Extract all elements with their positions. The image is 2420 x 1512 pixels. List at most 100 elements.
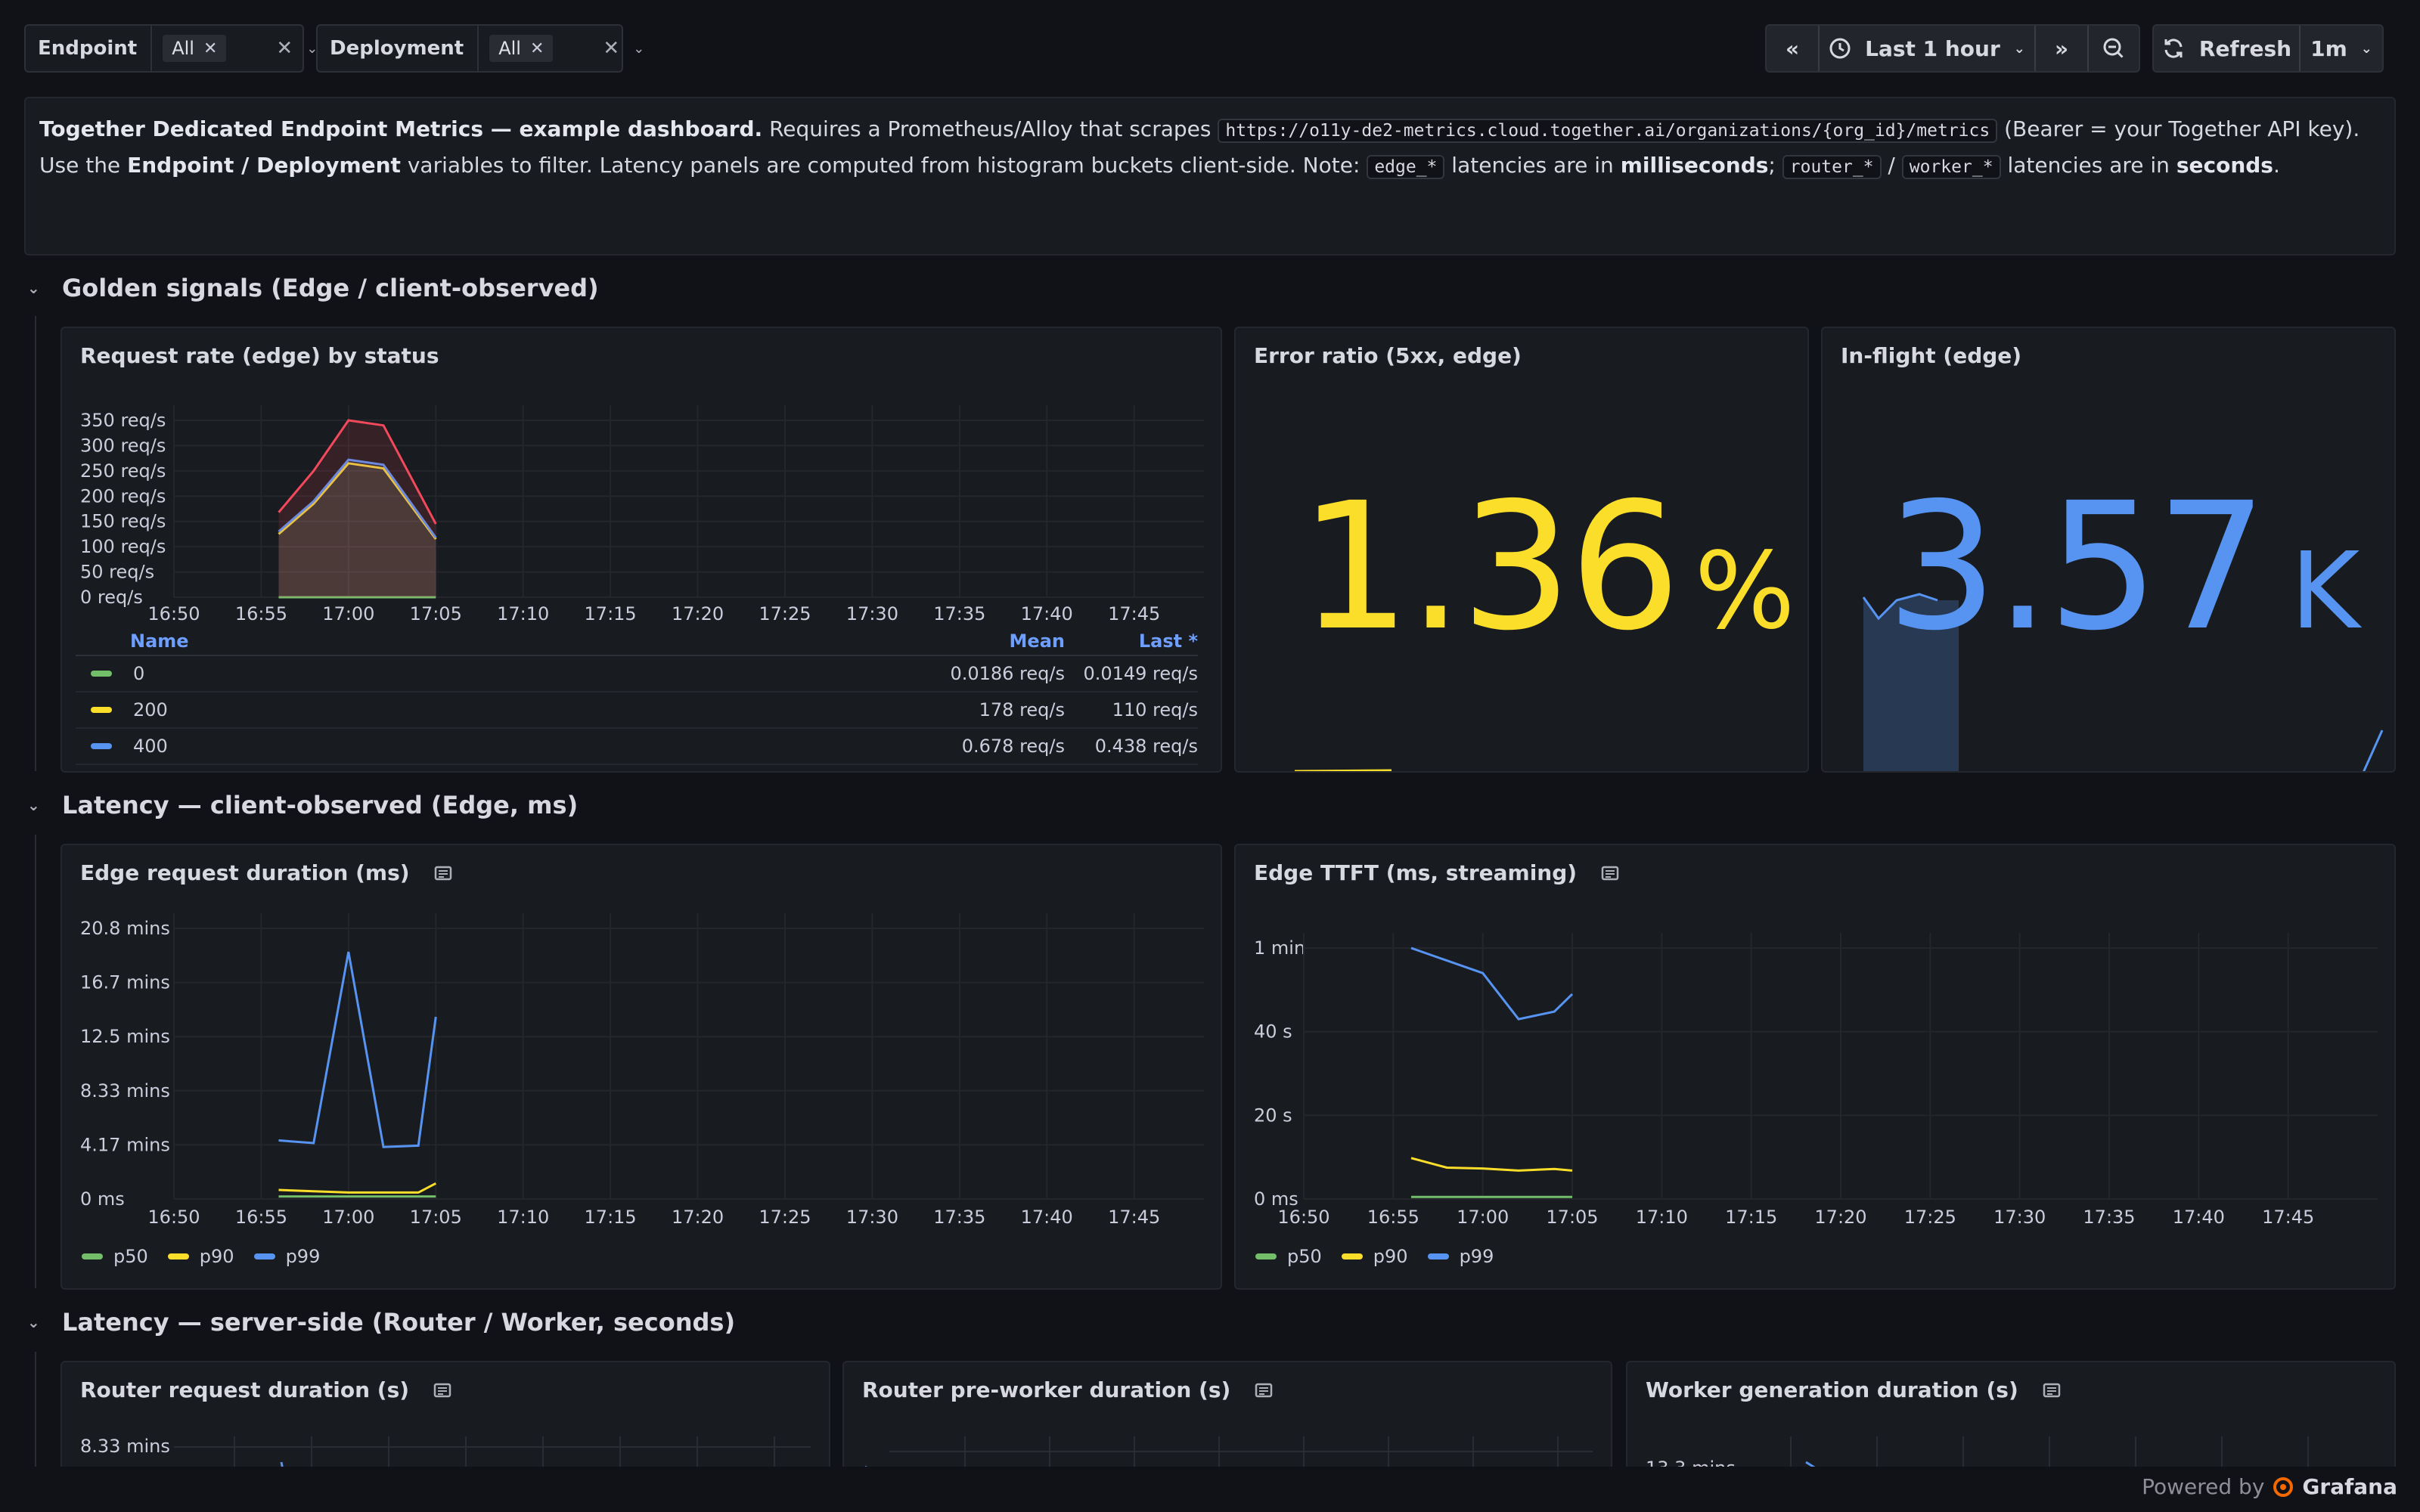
panel-description-icon[interactable] — [1599, 863, 1621, 884]
endpoint-value-label: All — [172, 38, 194, 59]
router-request-duration-panel[interactable]: Router request duration (s) 8.33 mins — [60, 1361, 830, 1468]
panel-title-text: Worker generation duration (s) — [1646, 1377, 2018, 1402]
error-ratio-panel[interactable]: Error ratio (5xx, edge) 1.36 % — [1234, 327, 1809, 773]
series-swatch — [253, 1253, 275, 1259]
legend-row[interactable]: 0 0.0186 req/s 0.0149 req/s — [76, 656, 1198, 692]
endpoint-value-chip[interactable]: All ✕ — [163, 35, 227, 62]
legend-row[interactable]: 200 178 req/s 110 req/s — [76, 692, 1198, 729]
y-tick-label: 50 req/s — [80, 562, 154, 583]
y-tick-label: 8.33 mins — [80, 1436, 170, 1457]
request-rate-legend: Name Mean Last * 0 0.0186 req/s 0.0149 r… — [76, 627, 1198, 765]
series-swatch — [91, 743, 112, 749]
x-tick-label: 16:55 — [235, 603, 287, 624]
deployment-variable-label: Deployment — [318, 26, 479, 71]
panel-description-icon[interactable] — [433, 863, 454, 884]
time-range-picker[interactable]: Last 1 hour ⌄ — [1820, 26, 2036, 71]
x-tick-label: 16:50 — [147, 1207, 200, 1228]
legend-row[interactable]: 400 0.678 req/s 0.438 req/s — [76, 729, 1198, 765]
worker-generation-duration-panel[interactable]: Worker generation duration (s) 13.3 mins — [1626, 1361, 2396, 1468]
bottom-fade — [0, 1467, 2420, 1512]
description-text: . — [2273, 153, 2280, 178]
endpoint-variable-select[interactable]: All ✕ ✕ ⌄ — [152, 26, 325, 71]
series-swatch — [1255, 1253, 1277, 1259]
x-tick-label: 17:20 — [1814, 1207, 1866, 1228]
row-latency-client[interactable]: ⌄ Latency — client-observed (Edge, ms) — [27, 791, 578, 820]
panel-title-text: Edge request duration (ms) — [80, 860, 410, 885]
legend-label: p90 — [199, 1246, 234, 1267]
deployment-variable-select[interactable]: All ✕ ✕ ⌄ — [479, 26, 652, 71]
legend-item-p99[interactable]: p99 — [1427, 1246, 1494, 1267]
chevron-down-icon[interactable]: ⌄ — [633, 40, 645, 57]
series-area-400 — [278, 460, 436, 597]
row-title: Golden signals (Edge / client-observed) — [62, 274, 599, 302]
series-swatch — [167, 1253, 189, 1259]
deployment-value-chip[interactable]: All ✕ — [489, 35, 554, 62]
x-tick-label: 16:50 — [1277, 1207, 1329, 1228]
chevron-down-icon: ⌄ — [2013, 40, 2025, 57]
grid-lines — [1790, 1436, 2309, 1468]
refresh-icon — [2164, 39, 2183, 58]
row-title: Latency — client-observed (Edge, ms) — [62, 791, 579, 820]
legend-item-p90[interactable]: p90 — [1341, 1246, 1408, 1267]
row-title: Latency — server-side (Router / Worker, … — [62, 1308, 736, 1337]
series-line — [280, 1461, 284, 1468]
series-line — [1805, 1461, 1818, 1468]
series-line-p90 — [278, 1182, 436, 1194]
series-swatch — [1427, 1253, 1449, 1259]
edge-request-duration-chart: 0 ms 4.17 mins 8.33 mins 12.5 mins 16.7 mins… — [80, 913, 1204, 1228]
dashboard-description-panel: Together Dedicated Endpoint Metrics — ex… — [24, 97, 2396, 256]
x-tick-label: 17:30 — [846, 1207, 898, 1228]
clear-icon[interactable]: ✕ — [276, 37, 293, 60]
endpoint-variable-label: Endpoint — [26, 26, 153, 71]
zoom-out-icon — [2103, 38, 2124, 58]
remove-chip-icon[interactable]: ✕ — [203, 39, 218, 58]
y-tick-label: 20 s — [1254, 1105, 1292, 1126]
refresh-button[interactable]: Refresh — [2154, 26, 2301, 71]
y-tick-label: 16.7 mins — [80, 972, 170, 993]
panel-description-icon[interactable] — [2041, 1380, 2062, 1401]
clear-icon[interactable]: ✕ — [603, 37, 620, 60]
grid-lines — [889, 1436, 1593, 1468]
legend-header: Name Mean Last * — [76, 627, 1198, 656]
request-rate-panel[interactable]: Request rate (edge) by status 0 req/s 50 … — [60, 327, 1222, 773]
legend-header-last[interactable]: Last * — [1138, 631, 1198, 652]
row-divider — [35, 835, 36, 1288]
legend-item-p50[interactable]: p50 — [1255, 1246, 1322, 1267]
router-code: router_* — [1782, 155, 1882, 179]
panel-description-icon[interactable] — [1253, 1380, 1274, 1401]
description-title: Together Dedicated Endpoint Metrics — ex… — [39, 116, 763, 141]
legend-label: p90 — [1373, 1246, 1408, 1267]
sparkline — [1862, 593, 1938, 621]
time-shift-forward-button[interactable]: » — [2036, 26, 2089, 71]
row-golden-signals[interactable]: ⌄ Golden signals (Edge / client-observed… — [27, 274, 599, 302]
x-tick-label: 17:10 — [497, 603, 549, 624]
edge-request-duration-panel[interactable]: Edge request duration (ms) 0 ms 4.17 mins… — [60, 844, 1222, 1290]
description-text: Requires a Prometheus/Alloy that scrapes — [762, 116, 1218, 141]
zoom-out-button[interactable] — [2089, 26, 2139, 71]
time-shift-back-button[interactable]: « — [1767, 26, 1820, 71]
refresh-interval-picker[interactable]: 1m ⌄ — [2301, 26, 2382, 71]
y-tick-label: 8.33 mins — [80, 1080, 170, 1101]
legend-item-p90[interactable]: p90 — [167, 1246, 234, 1267]
x-tick-label: 17:40 — [2173, 1207, 2225, 1228]
x-tick-label: 17:35 — [2083, 1207, 2135, 1228]
router-pre-worker-duration-panel[interactable]: Router pre-worker duration (s) — [842, 1361, 1612, 1468]
legend-header-name[interactable]: Name — [130, 631, 189, 652]
remove-chip-icon[interactable]: ✕ — [529, 39, 544, 58]
edge-ttft-panel[interactable]: Edge TTFT (ms, streaming) 0 ms 20 s 40 s 1 … — [1234, 844, 2396, 1290]
series-name: 0 — [133, 663, 145, 684]
legend-header-mean[interactable]: Mean — [1009, 631, 1065, 652]
row-latency-server[interactable]: ⌄ Latency — server-side (Router / Worker… — [27, 1308, 735, 1337]
powered-by-footer: Powered by Grafana — [2142, 1474, 2397, 1499]
percentile-legend: p50 p90 p99 — [82, 1246, 320, 1267]
sparkline-tail — [2363, 730, 2384, 771]
legend-item-p99[interactable]: p99 — [253, 1246, 320, 1267]
legend-item-p50[interactable]: p50 — [82, 1246, 148, 1267]
y-tick-label: 1 min — [1254, 937, 1305, 959]
deployment-value-label: All — [498, 38, 521, 59]
chevron-down-icon: ⌄ — [27, 279, 40, 297]
chevron-down-icon[interactable]: ⌄ — [306, 40, 318, 57]
time-range-label: Last 1 hour — [1865, 36, 2000, 61]
panel-description-icon[interactable] — [432, 1380, 453, 1401]
in-flight-panel[interactable]: In-flight (edge) 3.57 K — [1821, 327, 2396, 773]
